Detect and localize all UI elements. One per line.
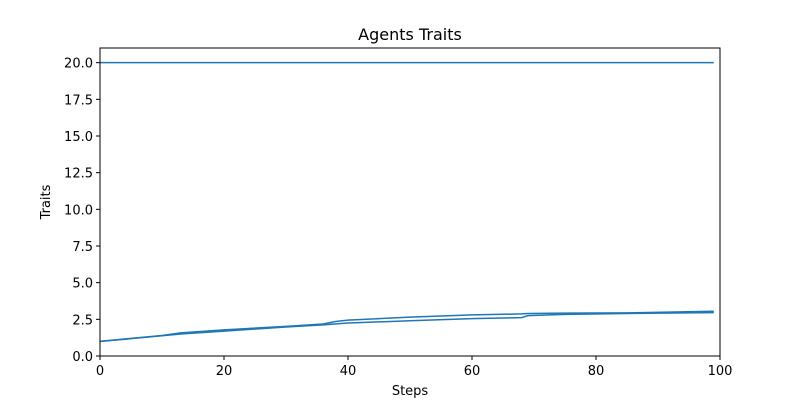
y-tick-label: 15.0 xyxy=(64,130,93,145)
y-tick-label: 0.0 xyxy=(72,350,93,365)
chart-title: Agents Traits xyxy=(358,25,462,44)
x-tick-label: 20 xyxy=(216,364,233,379)
y-tick-label: 2.5 xyxy=(72,313,93,328)
x-axis-ticks: 0 20 40 60 80 100 xyxy=(96,356,733,379)
x-tick-label: 100 xyxy=(708,364,733,379)
y-tick-label: 17.5 xyxy=(64,93,93,108)
x-tick-label: 0 xyxy=(96,364,104,379)
y-tick-label: 7.5 xyxy=(72,240,93,255)
x-axis-label: Steps xyxy=(392,384,429,399)
x-tick-label: 40 xyxy=(340,364,357,379)
plot-lines xyxy=(99,61,714,343)
y-axis-ticks: 0.0 2.5 5.0 7.5 10.0 12.5 15.0 17.5 20.0 xyxy=(64,57,100,365)
x-tick-label: 60 xyxy=(464,364,481,379)
y-tick-label: 12.5 xyxy=(64,167,93,182)
y-axis-label: Traits xyxy=(39,184,54,220)
x-tick-label: 80 xyxy=(588,364,605,379)
y-tick-label: 20.0 xyxy=(64,57,93,72)
y-tick-label: 5.0 xyxy=(72,277,93,292)
y-tick-label: 10.0 xyxy=(64,203,93,218)
plot-frame xyxy=(99,47,721,357)
series-line-2 xyxy=(99,311,714,343)
